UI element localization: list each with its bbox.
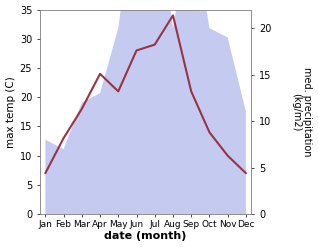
Y-axis label: med. precipitation
(kg/m2): med. precipitation (kg/m2) bbox=[291, 67, 313, 157]
Y-axis label: max temp (C): max temp (C) bbox=[5, 76, 16, 148]
X-axis label: date (month): date (month) bbox=[104, 231, 187, 242]
